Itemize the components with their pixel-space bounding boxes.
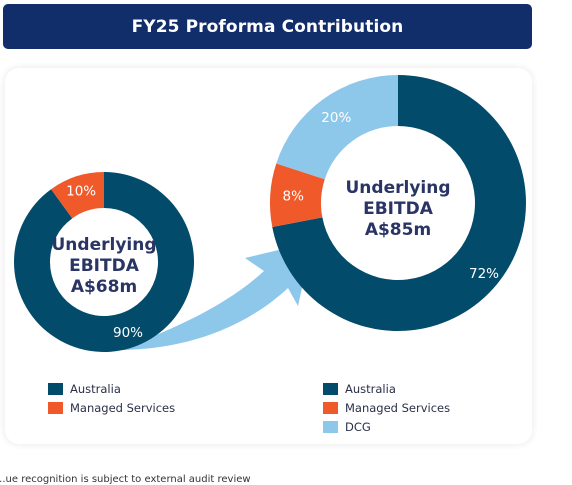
center-text-line: Underlying	[346, 178, 451, 198]
legend-item-australia: Australia	[48, 379, 175, 398]
legend-label: Australia	[70, 381, 121, 396]
slice-australia	[272, 75, 526, 331]
legend-item-managed-services: Managed Services	[323, 398, 450, 417]
legend-item-managed-services: Managed Services	[48, 398, 175, 417]
legend-label: Australia	[345, 381, 396, 396]
legend-swatch-dcg	[323, 420, 338, 433]
center-text-line: Underlying	[52, 235, 157, 255]
value-label-australia: 72%	[469, 266, 499, 282]
center-text-line: EBITDA	[363, 199, 434, 219]
legend-swatch-australia	[323, 382, 338, 395]
legend-label: DCG	[345, 419, 371, 434]
value-label-australia: 90%	[113, 325, 143, 341]
value-label-managed-services: 8%	[282, 188, 304, 204]
legend-swatch-managed-services	[323, 401, 338, 414]
legend-item-australia: Australia	[323, 379, 450, 398]
value-label-dcg: 20%	[321, 110, 351, 126]
chart-title: FY25 Proforma Contribution	[131, 16, 404, 37]
legend-left: Australia Managed Services	[48, 379, 175, 417]
center-text-line: A$68m	[71, 277, 137, 297]
title-banner: FY25 Proforma Contribution	[3, 4, 532, 49]
slice-managed-services	[270, 163, 325, 227]
footnote: ...ue recognition is subject to external…	[0, 474, 251, 485]
legend-swatch-australia	[48, 382, 63, 395]
arrow-shape	[118, 242, 312, 350]
legend-item-dcg: DCG	[323, 417, 450, 436]
center-text-line: EBITDA	[69, 256, 140, 276]
legend-right: Australia Managed Services DCG	[323, 379, 450, 436]
slice-dcg	[276, 75, 398, 180]
slice-australia	[14, 172, 195, 353]
legend-label: Managed Services	[70, 400, 176, 415]
center-text-line: A$85m	[365, 220, 431, 240]
slice-managed-services	[51, 172, 104, 219]
legend-label: Managed Services	[345, 400, 451, 415]
legend-swatch-managed-services	[48, 401, 63, 414]
value-label-managed-services: 10%	[66, 184, 96, 200]
